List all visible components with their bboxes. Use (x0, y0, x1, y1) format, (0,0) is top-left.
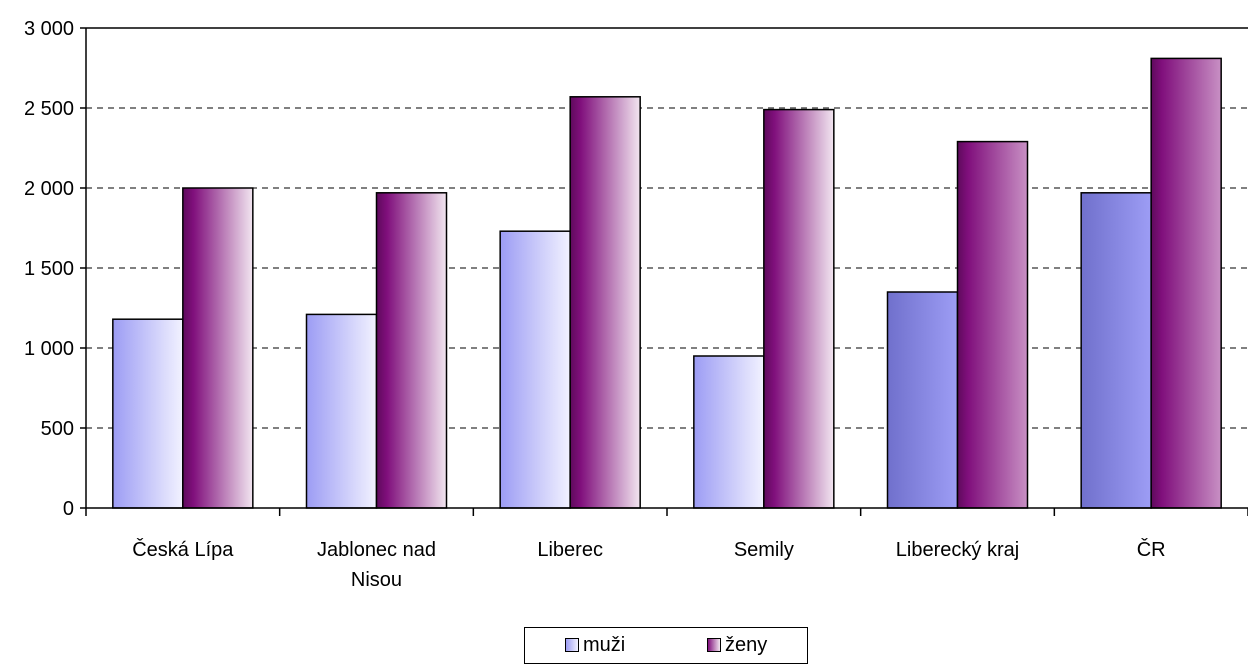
legend-item-zeny: ženy (707, 635, 767, 655)
legend: muži ženy (524, 627, 808, 664)
y-tick-label: 500 (41, 418, 74, 440)
y-tick-label: 3 000 (24, 18, 74, 40)
x-tick-label-line: Semily (734, 539, 794, 561)
bar-zeny (569, 96, 641, 509)
legend-swatch-zeny (707, 638, 721, 652)
bar-zeny (182, 187, 254, 509)
bar-muzi (499, 230, 571, 509)
y-tick-label: 1 000 (24, 338, 74, 360)
y-tick-label: 2 000 (24, 178, 74, 200)
bar-zeny (956, 140, 1029, 509)
bar-muzi (693, 355, 765, 509)
x-tick-label-line: Nisou (351, 569, 402, 591)
gridlines (86, 27, 1248, 429)
bar-muzi (886, 291, 959, 509)
bar-zeny (1150, 57, 1222, 509)
axes (80, 27, 1248, 516)
x-tick-label-line: Jablonec nad (317, 539, 436, 561)
x-tick-label-line: Česká Lípa (132, 538, 234, 561)
x-tick-label: Česká Lípa (132, 538, 234, 561)
x-tick-label: Jablonec nad Nisou (317, 539, 436, 591)
x-tick-label: Liberec (537, 539, 603, 561)
y-tick-label: 1 500 (24, 258, 74, 280)
bar-muzi (1080, 192, 1152, 509)
legend-label-muzi: muži (583, 634, 626, 656)
bar-muzi (305, 313, 378, 509)
x-tick-label-line: ČR (1137, 538, 1166, 561)
bars (112, 57, 1222, 509)
x-tick-label-line: Liberecký kraj (896, 539, 1019, 561)
x-tick-label: Semily (734, 539, 794, 561)
bar-zeny (375, 192, 448, 509)
y-tick-label: 2 500 (24, 98, 74, 120)
y-tick-label: 0 (63, 498, 74, 520)
x-tick-label: Liberecký kraj (896, 539, 1019, 561)
bar-muzi (112, 318, 184, 509)
legend-label-zeny: ženy (725, 634, 768, 656)
x-tick-label-line: Liberec (537, 539, 603, 561)
legend-swatch-muzi (565, 638, 579, 652)
legend-item-muzi: muži (565, 635, 625, 655)
labels: 0 500 1 000 1 500 2 000 2 500 3 000 Česká Lípa J… (24, 18, 1166, 591)
x-tick-label: ČR (1137, 538, 1166, 561)
bar-zeny (763, 108, 835, 509)
